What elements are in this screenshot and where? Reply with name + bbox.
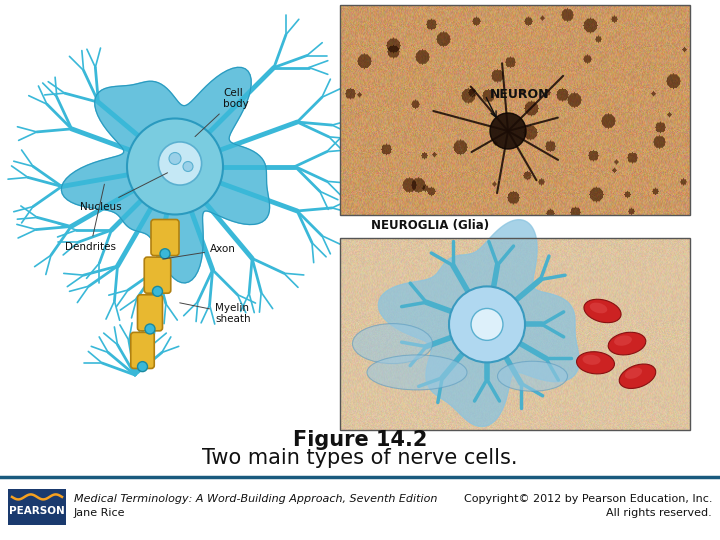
Circle shape bbox=[490, 113, 526, 149]
Circle shape bbox=[153, 286, 163, 296]
Text: Dendrites: Dendrites bbox=[65, 184, 116, 252]
Ellipse shape bbox=[625, 368, 642, 379]
Circle shape bbox=[169, 152, 181, 165]
Text: All rights reserved.: All rights reserved. bbox=[606, 508, 712, 518]
Ellipse shape bbox=[590, 302, 607, 313]
Circle shape bbox=[449, 286, 525, 362]
Text: Two main types of nerve cells.: Two main types of nerve cells. bbox=[202, 448, 518, 468]
Polygon shape bbox=[378, 220, 579, 427]
Ellipse shape bbox=[367, 355, 467, 390]
Text: Figure 14.2: Figure 14.2 bbox=[293, 430, 427, 450]
Circle shape bbox=[160, 249, 170, 259]
Ellipse shape bbox=[353, 323, 433, 363]
Circle shape bbox=[183, 161, 193, 172]
Polygon shape bbox=[61, 68, 269, 283]
Text: Copyright© 2012 by Pearson Education, Inc.: Copyright© 2012 by Pearson Education, In… bbox=[464, 494, 712, 504]
Circle shape bbox=[158, 142, 202, 185]
Ellipse shape bbox=[498, 361, 567, 392]
Bar bbox=[340, 5, 690, 215]
Text: PEARSON: PEARSON bbox=[9, 507, 65, 516]
Text: Nucleus: Nucleus bbox=[80, 173, 168, 212]
Text: NEURON: NEURON bbox=[490, 89, 549, 102]
Text: NEUROGLIA (Glia): NEUROGLIA (Glia) bbox=[371, 219, 489, 232]
Text: Myelin
sheath: Myelin sheath bbox=[180, 303, 251, 325]
Text: Medical Terminology: A Word-Building Approach, Seventh Edition: Medical Terminology: A Word-Building App… bbox=[74, 494, 437, 504]
Circle shape bbox=[145, 324, 155, 334]
Bar bbox=[8, 489, 66, 525]
Ellipse shape bbox=[577, 352, 614, 374]
FancyBboxPatch shape bbox=[144, 257, 171, 293]
Text: Jane Rice: Jane Rice bbox=[74, 508, 125, 518]
Circle shape bbox=[127, 118, 223, 214]
FancyBboxPatch shape bbox=[131, 333, 154, 368]
Circle shape bbox=[138, 362, 148, 372]
Ellipse shape bbox=[582, 355, 600, 365]
Ellipse shape bbox=[584, 299, 621, 323]
Ellipse shape bbox=[608, 332, 646, 355]
Text: Axon: Axon bbox=[163, 245, 236, 259]
Ellipse shape bbox=[614, 335, 632, 346]
Text: Cell
body: Cell body bbox=[195, 87, 248, 137]
Circle shape bbox=[471, 308, 503, 340]
Bar bbox=[340, 238, 690, 430]
FancyBboxPatch shape bbox=[151, 219, 179, 255]
Ellipse shape bbox=[619, 364, 656, 388]
FancyBboxPatch shape bbox=[138, 295, 163, 331]
